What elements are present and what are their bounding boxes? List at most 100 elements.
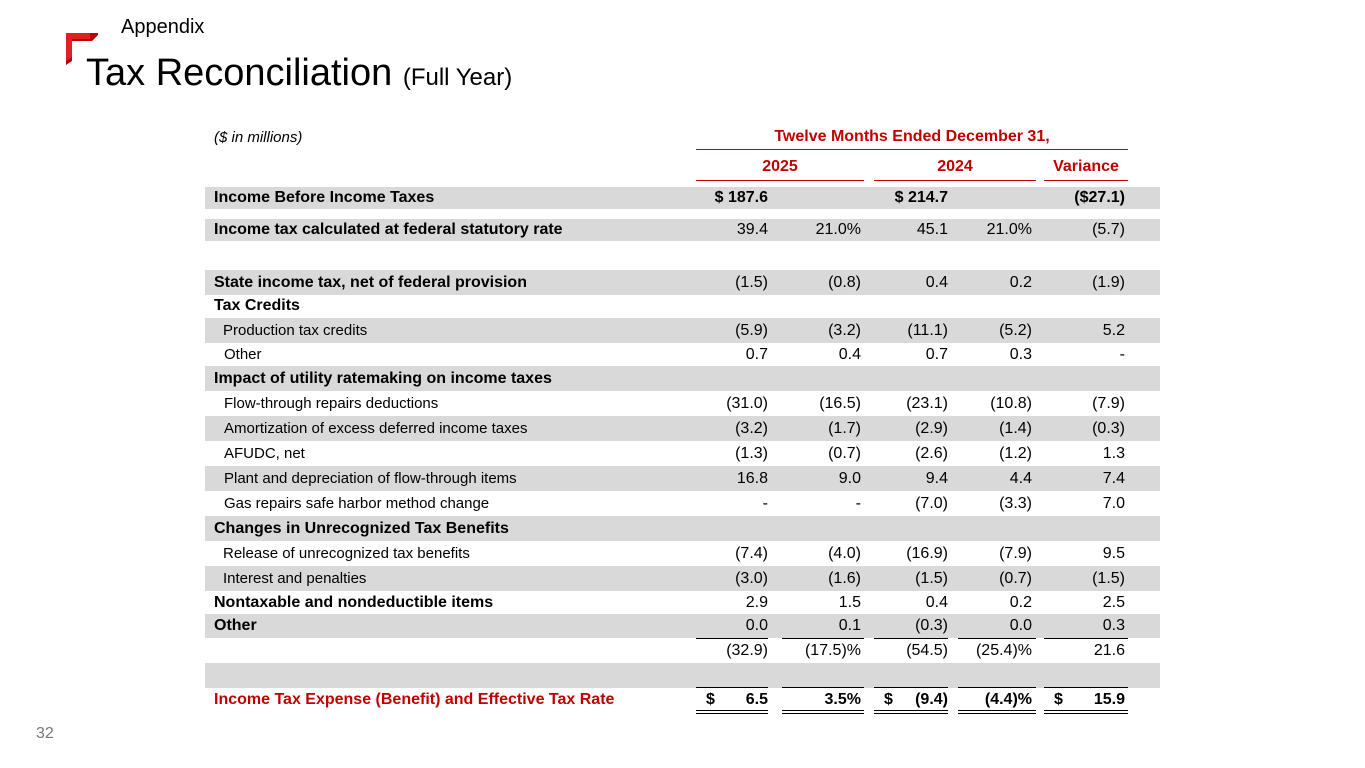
column-header-2025: 2025: [696, 158, 864, 181]
cell-bp: (0.7): [999, 569, 1032, 587]
cell-b: 0.4: [925, 593, 948, 611]
cell-v: 21.6: [1093, 641, 1125, 659]
column-header-2024: 2024: [874, 158, 1036, 181]
cell-b: 9.4: [925, 469, 948, 487]
total-double-rule: [958, 710, 1036, 714]
row-label: Amortization of excess deferred income t…: [224, 420, 528, 437]
row-label: Tax Credits: [214, 297, 300, 314]
cell-ap: (1.7): [828, 419, 861, 437]
cell-v: 5.2: [1102, 321, 1125, 339]
period-header: Twelve Months Ended December 31,: [696, 128, 1128, 150]
cell-bp: 0.2: [1009, 593, 1032, 611]
cell-v: 15.9: [1093, 691, 1125, 708]
title-text: Tax Reconciliation: [86, 52, 393, 94]
cell-a: (5.9): [735, 321, 768, 339]
row-label: Production tax credits: [223, 322, 368, 339]
row-label: AFUDC, net: [224, 445, 305, 462]
cell-ap: (4.0): [828, 544, 861, 562]
cell-v: 9.5: [1102, 544, 1125, 562]
table-row: State income tax, net of federal provisi…: [205, 270, 1160, 295]
cell-ap: 0.4: [838, 345, 861, 363]
cell-ap: (1.6): [828, 569, 861, 587]
subtotal-rule: [1044, 638, 1128, 639]
subtotal-rule: [696, 638, 768, 639]
cell-bp: (7.9): [999, 544, 1032, 562]
table-row: [205, 663, 1160, 688]
cell-ap: 3.5%: [824, 691, 861, 708]
row-label: Other: [224, 346, 262, 363]
cell-v: 1.3: [1102, 444, 1125, 462]
cell-v: (7.9): [1092, 394, 1125, 412]
table-row: Flow-through repairs deductions (31.0) (16…: [205, 391, 1160, 416]
cell-a: 2.9: [745, 593, 768, 611]
page-subtitle: (Full Year): [402, 64, 513, 91]
table-row: Other 0.0 0.1 (0.3) 0.0 0.3: [205, 614, 1160, 638]
total-rule: [958, 687, 1036, 688]
cell-v: (5.7): [1092, 221, 1125, 238]
cell-a: -: [762, 494, 768, 512]
table-row: Gas repairs safe harbor method change - - (…: [205, 491, 1160, 516]
subtotal-rule: [874, 638, 948, 639]
row-label: Other: [214, 617, 257, 634]
cell-v: 2.5: [1102, 593, 1125, 611]
cell-bp: 0.2: [1009, 273, 1032, 291]
row-label: Plant and depreciation of flow-through i…: [224, 470, 517, 487]
cell-a: $ 187.6: [714, 189, 768, 206]
cell-b: (2.6): [915, 444, 948, 462]
cell-bp: (10.8): [990, 394, 1032, 412]
cell-bp: (5.2): [999, 321, 1032, 339]
row-label: Income Tax Expense (Benefit) and Effecti…: [214, 691, 615, 708]
cell-bp: (4.4)%: [984, 691, 1032, 708]
cell-a: 16.8: [736, 469, 768, 487]
table-row: (32.9) (17.5)% (54.5) (25.4)% 21.6: [205, 638, 1160, 663]
cell-bp: 4.4: [1009, 469, 1032, 487]
cell-v: (0.3): [1092, 419, 1125, 437]
total-rule: [1044, 687, 1128, 688]
cell-b: 0.7: [925, 345, 948, 363]
cell-a: 6.5: [745, 691, 768, 708]
cell-a: (1.5): [735, 273, 768, 291]
row-label: Interest and penalties: [223, 570, 367, 587]
cell-v: -: [1119, 345, 1125, 363]
cell-bp: 21.0%: [986, 221, 1032, 238]
column-header-variance: Variance: [1044, 158, 1128, 181]
cell-b: (54.5): [906, 641, 948, 659]
cell-ap: (16.5): [819, 394, 861, 412]
cell-v: 7.0: [1102, 494, 1125, 512]
row-label: Nontaxable and nondeductible items: [214, 593, 494, 611]
table-row: Income Tax Expense (Benefit) and Effecti…: [205, 688, 1160, 712]
units-note: ($ in millions): [214, 129, 303, 146]
section-label: Appendix: [121, 16, 205, 38]
cell-v: (1.5): [1092, 569, 1125, 587]
cell-a: (1.3): [735, 444, 768, 462]
cell-b: 45.1: [916, 221, 948, 238]
row-label: Income Before Income Taxes: [214, 189, 435, 206]
cell-a: (3.2): [735, 419, 768, 437]
cell-ap: 1.5: [838, 593, 861, 611]
row-label: Gas repairs safe harbor method change: [224, 495, 490, 512]
row-label: Changes in Unrecognized Tax Benefits: [214, 519, 509, 537]
cell-bp: (1.4): [999, 419, 1032, 437]
cell-a: (3.0): [735, 569, 768, 587]
cell-ap: 9.0: [838, 469, 861, 487]
currency-symbol: $: [706, 691, 715, 708]
cell-bp: 0.3: [1009, 345, 1032, 363]
cell-b: (23.1): [906, 394, 948, 412]
cell-b: (16.9): [906, 544, 948, 562]
total-rule: [696, 687, 768, 688]
cell-ap: 21.0%: [815, 221, 861, 238]
total-double-rule: [874, 710, 948, 714]
table-row: [205, 243, 1160, 265]
cell-v: 0.3: [1102, 617, 1125, 634]
total-rule: [782, 687, 864, 688]
cell-ap: -: [855, 494, 861, 512]
total-double-rule: [1044, 710, 1128, 714]
cell-ap: (3.2): [828, 321, 861, 339]
currency-symbol: $: [884, 691, 893, 708]
cell-b: $ 214.7: [894, 189, 948, 206]
cell-ap: (0.7): [828, 444, 861, 462]
cell-bp: 0.0: [1009, 617, 1032, 634]
page-title: Tax Reconciliation (Full Year): [86, 52, 512, 95]
subtotal-rule: [958, 638, 1036, 639]
logo-mark-icon: [66, 33, 98, 65]
